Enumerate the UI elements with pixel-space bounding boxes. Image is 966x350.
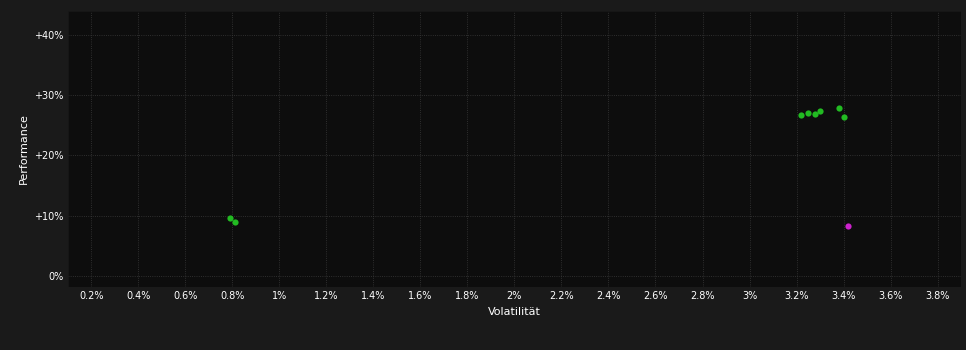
- Y-axis label: Performance: Performance: [18, 113, 28, 184]
- Point: [836, 114, 851, 120]
- Point: [831, 105, 846, 111]
- Point: [222, 215, 238, 220]
- Point: [812, 108, 828, 114]
- Point: [801, 110, 816, 116]
- Point: [808, 112, 823, 117]
- X-axis label: Volatilität: Volatilität: [488, 307, 541, 317]
- Point: [227, 219, 242, 225]
- Point: [793, 112, 809, 118]
- Point: [840, 223, 856, 229]
